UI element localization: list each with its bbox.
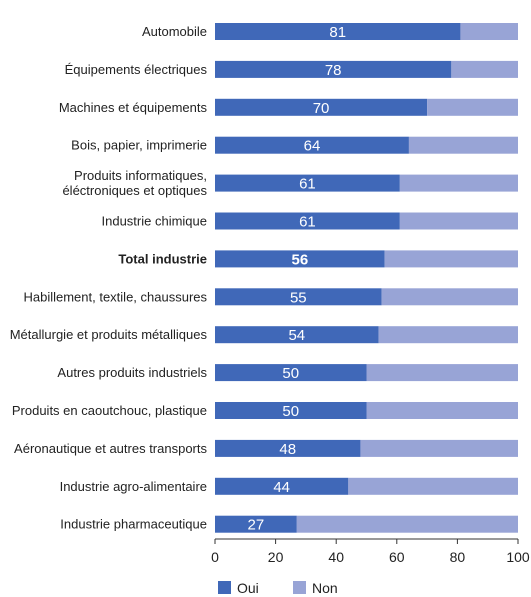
data-label-13: 27 [248,517,265,534]
category-label-3: Bois, papier, imprimerie [71,138,207,153]
legend-swatch-oui [218,581,231,594]
bar-non-1 [451,60,518,78]
bar-oui-13 [215,515,297,533]
bar-non-7 [381,288,518,306]
data-label-8: 54 [288,327,305,344]
x-tick-label-3: 60 [389,549,405,565]
bar-non-13 [296,515,518,533]
bar-oui-8 [215,326,379,344]
bar-non-10 [366,402,518,419]
category-label-7: Habillement, textile, chaussures [23,289,207,304]
bar-non-8 [378,326,518,344]
category-label-9: Autres produits industriels [57,365,207,380]
bar-oui-5 [215,212,400,230]
data-label-1: 78 [325,62,342,79]
data-label-12: 44 [273,479,290,496]
legend-label-non: Non [312,580,338,596]
bar-non-11 [360,439,518,457]
bar-oui-12 [215,477,349,495]
bar-oui-3 [215,136,409,154]
bar-non-2 [427,98,518,116]
bar-oui-11 [215,439,361,457]
bar-non-0 [460,23,518,40]
category-label-0: Automobile [142,24,207,39]
bar-oui-0 [215,23,461,40]
data-label-2: 70 [313,100,330,117]
x-tick-label-0: 0 [211,549,219,565]
category-label-10: Produits en caoutchouc, plastique [12,403,207,418]
data-label-11: 48 [279,441,296,458]
category-label-5: Industrie chimique [102,214,208,229]
x-tick-label-4: 80 [450,549,466,565]
category-label-6: Total industrie [118,251,207,266]
bar-non-3 [408,136,518,154]
bar-non-5 [399,212,518,230]
bar-non-4 [399,174,518,192]
bar-oui-6 [215,250,385,268]
data-label-6: 56 [291,251,308,268]
bar-oui-2 [215,98,428,116]
bar-oui-9 [215,364,367,382]
category-label-2: Machines et équipements [59,100,208,115]
x-tick-label-5: 100 [506,549,530,565]
data-label-4: 61 [299,176,316,193]
category-label-13: Industrie pharmaceutique [60,517,207,532]
bar-oui-7 [215,288,382,306]
data-label-10: 50 [282,403,299,420]
bar-non-6 [384,250,518,268]
data-label-7: 55 [290,289,307,306]
bar-non-9 [366,364,518,382]
category-label-11: Aéronautique et autres transports [14,441,207,456]
legend-label-oui: Oui [237,580,259,596]
bar-non-12 [348,477,518,495]
bar-oui-4 [215,174,400,192]
legend-swatch-non [293,581,306,594]
category-label-4-line-0: Produits informatiques, [74,168,207,183]
x-tick-label-2: 40 [328,549,344,565]
category-label-12: Industrie agro-alimentaire [60,479,207,494]
x-tick-label-1: 20 [268,549,284,565]
category-label-1: Équipements électriques [65,62,208,77]
bar-oui-1 [215,60,452,78]
data-label-5: 61 [299,214,316,231]
bar-oui-10 [215,402,367,419]
data-label-0: 81 [329,24,346,41]
category-label-4-line-1: éléctroniques et optiques [62,183,207,198]
data-label-9: 50 [282,365,299,382]
data-label-3: 64 [304,138,321,155]
category-label-8: Métallurgie et produits métalliques [10,327,208,342]
